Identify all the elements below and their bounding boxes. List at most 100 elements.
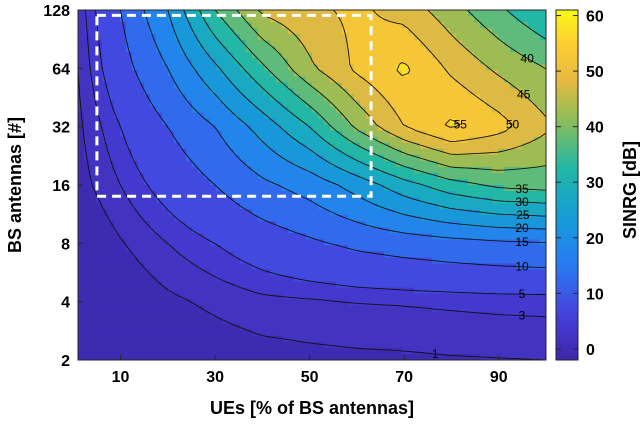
heatmap-cell xyxy=(408,142,415,150)
heatmap-cell xyxy=(234,311,241,319)
heatmap-cell xyxy=(90,287,97,295)
heatmap-cell xyxy=(330,34,337,41)
heatmap-cell xyxy=(366,16,373,23)
heatmap-cell xyxy=(162,245,169,252)
heatmap-cell xyxy=(186,136,193,144)
heatmap-cell xyxy=(282,323,289,331)
heatmap-cell xyxy=(138,70,145,77)
heatmap-cell xyxy=(120,269,127,277)
heatmap-cell xyxy=(372,299,379,307)
heatmap-cell xyxy=(246,233,253,240)
heatmap-cell xyxy=(396,40,403,47)
heatmap-cell xyxy=(342,263,349,271)
heatmap-cell xyxy=(282,281,289,289)
heatmap-cell xyxy=(516,166,523,174)
heatmap-cell xyxy=(414,76,421,84)
heatmap-cell xyxy=(246,335,253,343)
heatmap-cell xyxy=(144,341,151,349)
heatmap-cell xyxy=(360,52,367,59)
heatmap-cell xyxy=(132,88,139,96)
heatmap-cell xyxy=(162,172,169,180)
heatmap-cell xyxy=(222,70,229,77)
heatmap-cell xyxy=(90,347,97,355)
x-tick-label: 30 xyxy=(206,369,224,386)
heatmap-cell xyxy=(108,40,115,47)
heatmap-cell xyxy=(306,172,313,180)
heatmap-cell xyxy=(102,124,109,132)
heatmap-cell xyxy=(360,64,367,71)
heatmap-cell xyxy=(324,233,331,240)
heatmap-cell xyxy=(540,251,546,259)
heatmap-cell xyxy=(84,311,91,319)
heatmap-cell xyxy=(252,160,259,168)
heatmap-cell xyxy=(108,329,115,337)
heatmap-cell xyxy=(306,178,313,186)
heatmap-cell xyxy=(468,191,475,198)
heatmap-cell xyxy=(132,64,139,71)
heatmap-cell xyxy=(474,239,481,246)
heatmap-cell xyxy=(312,106,319,114)
heatmap-cell xyxy=(246,347,253,355)
heatmap-cell xyxy=(492,227,499,234)
heatmap-cell xyxy=(456,317,463,325)
heatmap-cell xyxy=(456,239,463,246)
heatmap-cell xyxy=(396,323,403,331)
heatmap-cell xyxy=(324,245,331,252)
heatmap-cell xyxy=(258,64,265,71)
heatmap-cell xyxy=(462,16,469,23)
heatmap-cell xyxy=(96,185,103,192)
heatmap-cell xyxy=(432,287,439,295)
heatmap-cell xyxy=(444,58,451,65)
colorbar-tick-label: 50 xyxy=(586,64,604,81)
heatmap-cell xyxy=(522,52,529,59)
heatmap-cell xyxy=(402,106,409,114)
heatmap-cell xyxy=(300,46,307,53)
heatmap-cell xyxy=(216,160,223,168)
heatmap-cell xyxy=(402,341,409,349)
heatmap-cell xyxy=(90,257,97,265)
heatmap-cell xyxy=(336,257,343,265)
heatmap-cell xyxy=(384,329,391,337)
heatmap-cell xyxy=(450,185,457,192)
heatmap-cell xyxy=(462,197,469,204)
heatmap-cell xyxy=(240,275,247,283)
heatmap-cell xyxy=(84,197,91,204)
heatmap-cell xyxy=(90,58,97,65)
heatmap-cell xyxy=(234,203,241,210)
heatmap-cell xyxy=(324,263,331,271)
heatmap-cell xyxy=(360,100,367,108)
heatmap-cell xyxy=(432,112,439,120)
heatmap-cell xyxy=(336,100,343,108)
heatmap-cell xyxy=(360,166,367,174)
heatmap-cell xyxy=(318,70,325,77)
heatmap-cell xyxy=(276,160,283,168)
heatmap-cell xyxy=(342,239,349,246)
heatmap-cell xyxy=(138,269,145,277)
heatmap-cell xyxy=(312,136,319,144)
heatmap-cell xyxy=(390,64,397,71)
heatmap-cell xyxy=(186,64,193,71)
heatmap-cell xyxy=(144,311,151,319)
heatmap-cell xyxy=(192,275,199,283)
heatmap-cell xyxy=(522,347,529,355)
heatmap-cell xyxy=(300,227,307,234)
heatmap-cell xyxy=(108,305,115,313)
heatmap-cell xyxy=(492,209,499,216)
heatmap-cell xyxy=(174,76,181,84)
heatmap-cell xyxy=(396,64,403,71)
heatmap-cell xyxy=(162,70,169,77)
heatmap-cell xyxy=(138,227,145,234)
heatmap-cell xyxy=(228,347,235,355)
heatmap-cell xyxy=(174,263,181,271)
heatmap-cell xyxy=(324,76,331,84)
heatmap-cell xyxy=(516,106,523,114)
heatmap-cell xyxy=(240,46,247,53)
heatmap-cell xyxy=(366,341,373,349)
heatmap-cell xyxy=(240,269,247,277)
heatmap-cell xyxy=(396,172,403,180)
heatmap-cell xyxy=(336,293,343,301)
heatmap-cell xyxy=(222,353,229,360)
heatmap-cell xyxy=(450,299,457,307)
heatmap-cell xyxy=(492,136,499,144)
heatmap-cell xyxy=(204,28,211,35)
